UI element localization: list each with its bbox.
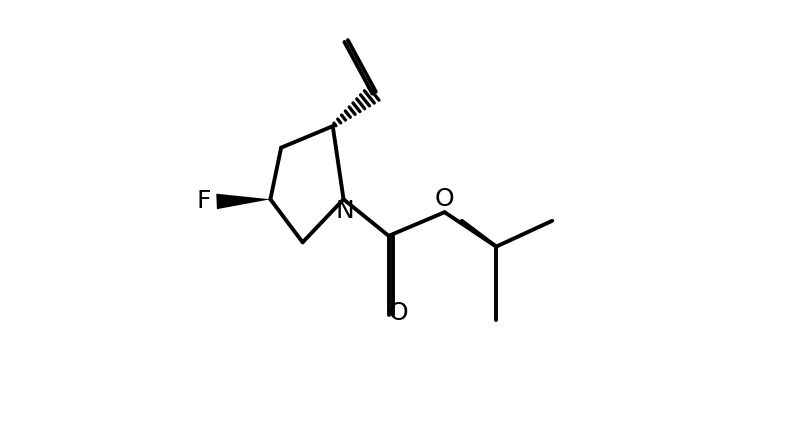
Text: O: O [388, 301, 408, 325]
Text: F: F [196, 190, 211, 213]
Text: O: O [435, 187, 454, 211]
Text: N: N [335, 199, 354, 223]
Polygon shape [216, 194, 270, 209]
